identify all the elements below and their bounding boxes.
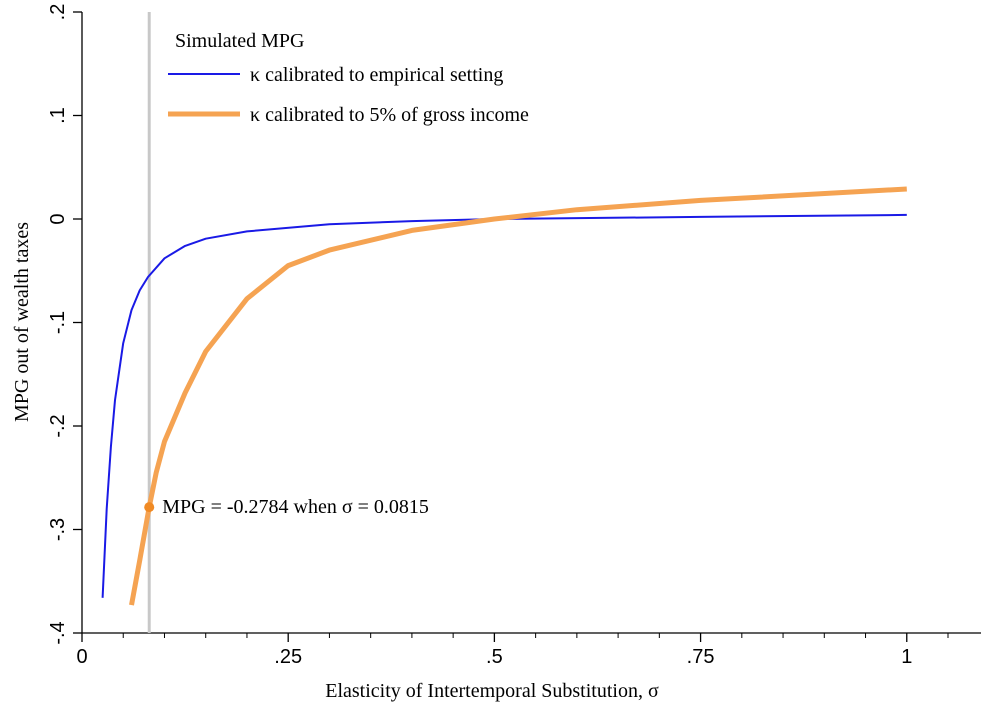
y-tick-label: .1	[47, 107, 69, 124]
y-tick-label: -.1	[47, 311, 69, 334]
legend-label: κ calibrated to empirical setting	[250, 64, 503, 86]
y-tick-label: .2	[47, 4, 69, 21]
x-tick-label: 1	[901, 646, 912, 668]
y-tick-label: -.2	[47, 414, 69, 437]
x-tick-label: .5	[486, 646, 503, 668]
x-tick-label: .25	[274, 646, 302, 668]
y-tick-label: -.4	[47, 621, 69, 644]
x-axis-label: Elasticity of Intertemporal Substitution…	[325, 680, 659, 702]
legend-label: κ calibrated to 5% of gross income	[250, 104, 529, 126]
y-tick-label: -.3	[47, 518, 69, 541]
x-tick-label: .75	[687, 646, 715, 668]
series-line	[129, 186, 907, 606]
annotation-point	[144, 502, 155, 513]
x-tick-label: 0	[76, 646, 87, 668]
y-axis-label: MPG out of wealth taxes	[11, 222, 33, 422]
legend-title: Simulated MPG	[175, 30, 304, 52]
annotation-text: MPG = -0.2784 when σ = 0.0815	[162, 496, 429, 518]
series-line	[101, 213, 907, 598]
y-tick-label: 0	[47, 213, 69, 224]
